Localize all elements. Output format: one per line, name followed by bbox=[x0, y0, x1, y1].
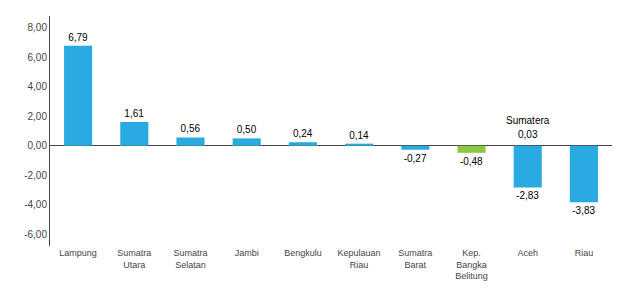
svg-text:Aceh: Aceh bbox=[517, 248, 538, 258]
svg-text:-0,48: -0,48 bbox=[460, 156, 483, 167]
svg-text:-3,83: -3,83 bbox=[572, 205, 595, 216]
svg-text:8,00: 8,00 bbox=[28, 22, 48, 33]
svg-text:Bengkulu: Bengkulu bbox=[284, 248, 322, 258]
svg-text:-0,27: -0,27 bbox=[404, 153, 427, 164]
svg-text:0,50: 0,50 bbox=[237, 124, 257, 135]
svg-text:SumatraUtara: SumatraUtara bbox=[117, 248, 151, 270]
svg-text:6,79: 6,79 bbox=[68, 32, 88, 43]
svg-text:4,00: 4,00 bbox=[28, 81, 48, 92]
svg-text:Kep.BangkaBelitung: Kep.BangkaBelitung bbox=[455, 248, 488, 281]
svg-text:0,00: 0,00 bbox=[28, 140, 48, 151]
svg-text:-2,00: -2,00 bbox=[24, 170, 47, 181]
svg-text:SumatraBarat: SumatraBarat bbox=[398, 248, 432, 270]
svg-text:6,00: 6,00 bbox=[28, 52, 48, 63]
svg-text:Sumatera: Sumatera bbox=[506, 115, 550, 126]
svg-text:KepulauanRiau: KepulauanRiau bbox=[338, 248, 381, 270]
svg-text:0,24: 0,24 bbox=[293, 128, 313, 139]
svg-text:2,00: 2,00 bbox=[28, 111, 48, 122]
svg-text:0,03: 0,03 bbox=[518, 129, 538, 140]
svg-text:-2,83: -2,83 bbox=[516, 190, 539, 201]
svg-text:-6,00: -6,00 bbox=[24, 229, 47, 240]
svg-text:-4,00: -4,00 bbox=[24, 199, 47, 210]
svg-text:0,56: 0,56 bbox=[181, 123, 201, 134]
svg-text:SumatraSelatan: SumatraSelatan bbox=[173, 248, 207, 270]
svg-text:1,61: 1,61 bbox=[124, 108, 144, 119]
svg-text:0,14: 0,14 bbox=[349, 130, 369, 141]
svg-text:Lampung: Lampung bbox=[59, 248, 97, 258]
svg-text:Jambi: Jambi bbox=[235, 248, 259, 258]
svg-text:Riau: Riau bbox=[575, 248, 594, 258]
